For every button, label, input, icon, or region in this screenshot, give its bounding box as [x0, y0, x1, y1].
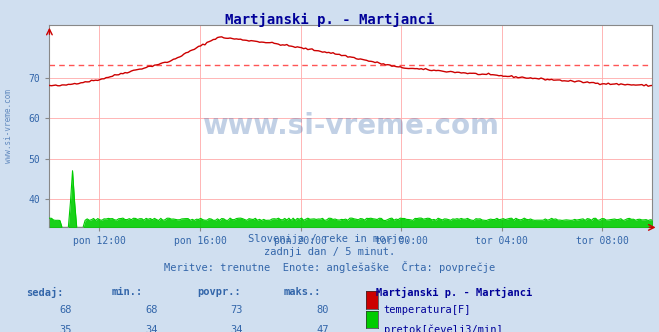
Text: Meritve: trenutne  Enote: anglešaške  Črta: povprečje: Meritve: trenutne Enote: anglešaške Črta… — [164, 261, 495, 273]
Text: 80: 80 — [316, 305, 329, 315]
Text: 34: 34 — [145, 325, 158, 332]
Text: Martjanski p. - Martjanci: Martjanski p. - Martjanci — [376, 287, 532, 298]
Text: pretok[čevelj3/min]: pretok[čevelj3/min] — [384, 325, 502, 332]
Text: Slovenija / reke in morje.: Slovenija / reke in morje. — [248, 234, 411, 244]
Text: 68: 68 — [145, 305, 158, 315]
Text: zadnji dan / 5 minut.: zadnji dan / 5 minut. — [264, 247, 395, 257]
Text: 47: 47 — [316, 325, 329, 332]
Text: maks.:: maks.: — [283, 287, 321, 297]
Text: temperatura[F]: temperatura[F] — [384, 305, 471, 315]
Text: Martjanski p. - Martjanci: Martjanski p. - Martjanci — [225, 13, 434, 28]
Text: sedaj:: sedaj: — [26, 287, 64, 298]
Text: 68: 68 — [59, 305, 72, 315]
Text: 73: 73 — [231, 305, 243, 315]
Text: 35: 35 — [59, 325, 72, 332]
Text: min.:: min.: — [112, 287, 143, 297]
Text: 34: 34 — [231, 325, 243, 332]
Text: www.si-vreme.com: www.si-vreme.com — [202, 112, 500, 140]
Text: www.si-vreme.com: www.si-vreme.com — [4, 89, 13, 163]
Text: povpr.:: povpr.: — [198, 287, 241, 297]
